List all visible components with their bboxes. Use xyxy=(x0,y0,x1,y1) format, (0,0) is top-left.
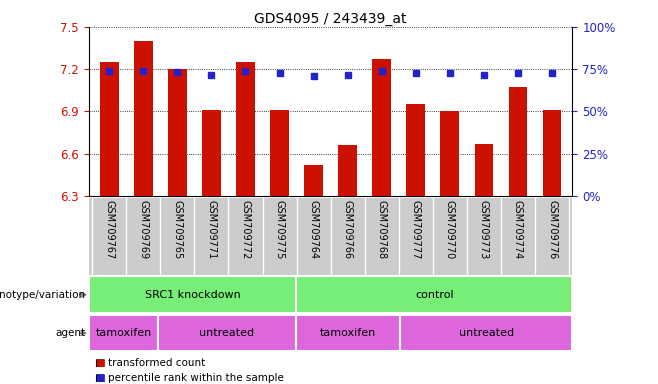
Text: ■ percentile rank within the sample: ■ percentile rank within the sample xyxy=(95,373,284,383)
Bar xyxy=(474,144,494,196)
Text: GSM709767: GSM709767 xyxy=(104,200,114,259)
Text: ■ transformed count: ■ transformed count xyxy=(95,358,206,368)
Text: ■: ■ xyxy=(95,373,105,383)
Bar xyxy=(100,62,118,196)
Bar xyxy=(134,41,153,196)
Text: untreated: untreated xyxy=(199,328,255,338)
Bar xyxy=(236,62,255,196)
Bar xyxy=(543,110,561,196)
Text: GSM709769: GSM709769 xyxy=(138,200,148,259)
Text: GSM709771: GSM709771 xyxy=(207,200,216,259)
Bar xyxy=(89,315,158,351)
Text: GSM709768: GSM709768 xyxy=(377,200,387,259)
Text: GSM709772: GSM709772 xyxy=(240,200,251,260)
Bar xyxy=(440,111,459,196)
Text: GSM709776: GSM709776 xyxy=(547,200,557,259)
Text: SRC1 knockdown: SRC1 knockdown xyxy=(145,290,240,300)
Bar xyxy=(400,315,572,351)
Text: tamoxifen: tamoxifen xyxy=(320,328,376,338)
Bar xyxy=(270,110,289,196)
Text: GSM709773: GSM709773 xyxy=(479,200,489,259)
Text: agent: agent xyxy=(55,328,86,338)
Bar xyxy=(89,276,296,313)
Bar xyxy=(338,145,357,196)
Text: GSM709774: GSM709774 xyxy=(513,200,523,259)
Text: GSM709765: GSM709765 xyxy=(172,200,182,259)
Text: GSM709766: GSM709766 xyxy=(343,200,353,259)
Text: GSM709770: GSM709770 xyxy=(445,200,455,259)
Bar xyxy=(372,59,391,196)
Text: GSM709777: GSM709777 xyxy=(411,200,421,260)
Text: control: control xyxy=(415,290,453,300)
Bar xyxy=(509,88,527,196)
Text: tamoxifen: tamoxifen xyxy=(95,328,151,338)
Bar xyxy=(296,315,400,351)
Text: genotype/variation: genotype/variation xyxy=(0,290,86,300)
Bar xyxy=(158,315,296,351)
Bar xyxy=(296,276,572,313)
Bar xyxy=(304,165,323,196)
Title: GDS4095 / 243439_at: GDS4095 / 243439_at xyxy=(255,12,407,26)
Text: ■: ■ xyxy=(95,358,105,368)
Text: GSM709764: GSM709764 xyxy=(309,200,318,259)
Text: untreated: untreated xyxy=(459,328,514,338)
Bar xyxy=(168,69,187,196)
Bar xyxy=(407,104,425,196)
Bar xyxy=(202,110,221,196)
Text: GSM709775: GSM709775 xyxy=(274,200,284,260)
